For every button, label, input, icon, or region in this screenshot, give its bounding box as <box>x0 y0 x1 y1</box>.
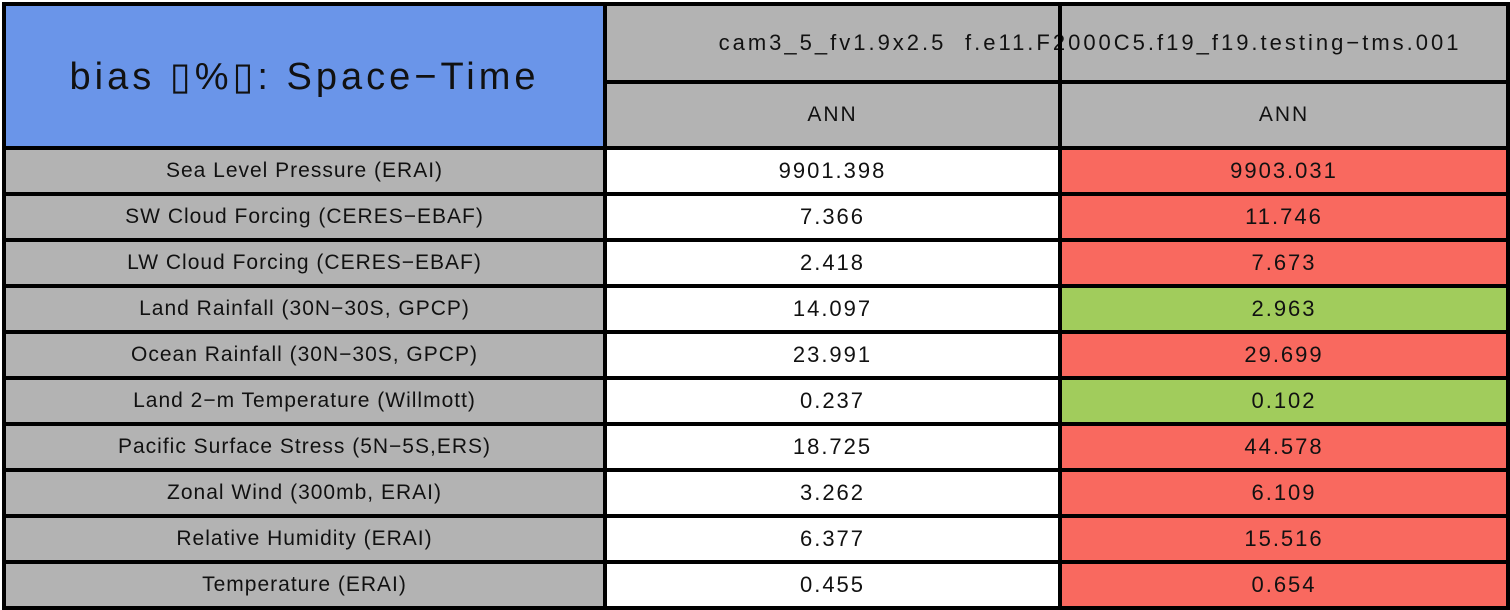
table-row: Relative Humidity (ERAI) 6.377 15.516 <box>4 516 1508 562</box>
table-row: Land Rainfall (30N−30S, GPCP) 14.097 2.9… <box>4 286 1508 332</box>
model-header-control: cam3_5_fv1.9x2.5 <box>605 4 1060 82</box>
row-label: Sea Level Pressure (ERAI) <box>4 148 605 194</box>
value-cell-control: 14.097 <box>605 286 1060 332</box>
model-header-row: bias ▯%▯: Space−Time cam3_5_fv1.9x2.5 f.… <box>4 4 1508 148</box>
value-cell-test: 29.699 <box>1060 332 1508 378</box>
table-row: SW Cloud Forcing (CERES−EBAF) 7.366 11.7… <box>4 194 1508 240</box>
table-row: Land 2−m Temperature (Willmott) 0.237 0.… <box>4 378 1508 424</box>
value-cell-test: 9903.031 <box>1060 148 1508 194</box>
value-cell-test: 0.654 <box>1060 562 1508 608</box>
value-cell-control: 6.377 <box>605 516 1060 562</box>
value-cell-control: 18.725 <box>605 424 1060 470</box>
table-row: Zonal Wind (300mb, ERAI) 3.262 6.109 <box>4 470 1508 516</box>
season-header-test: ANN <box>1060 82 1508 148</box>
row-label: Land 2−m Temperature (Willmott) <box>4 378 605 424</box>
table-body: Sea Level Pressure (ERAI) 9901.398 9903.… <box>4 148 1508 608</box>
value-cell-control: 7.366 <box>605 194 1060 240</box>
model-name-control: cam3_5_fv1.9x2.5 <box>718 30 947 55</box>
value-cell-test: 44.578 <box>1060 424 1508 470</box>
table-title-text: bias ▯%▯: Space−Time <box>69 55 540 98</box>
row-label: LW Cloud Forcing (CERES−EBAF) <box>4 240 605 286</box>
value-cell-control: 3.262 <box>605 470 1060 516</box>
column-divider <box>1058 4 1062 82</box>
row-label: Zonal Wind (300mb, ERAI) <box>4 470 605 516</box>
model-name-test: f.e11.F2000C5.f19_f19.testing−tms.001 <box>965 30 1462 55</box>
value-cell-control: 9901.398 <box>605 148 1060 194</box>
table-title: bias ▯%▯: Space−Time <box>4 4 605 148</box>
value-cell-test: 0.102 <box>1060 378 1508 424</box>
value-cell-control: 0.455 <box>605 562 1060 608</box>
table-row: Sea Level Pressure (ERAI) 9901.398 9903.… <box>4 148 1508 194</box>
value-cell-control: 2.418 <box>605 240 1060 286</box>
row-label: Temperature (ERAI) <box>4 562 605 608</box>
value-cell-control: 0.237 <box>605 378 1060 424</box>
row-label: Land Rainfall (30N−30S, GPCP) <box>4 286 605 332</box>
table-row: Pacific Surface Stress (5N−5S,ERS) 18.72… <box>4 424 1508 470</box>
value-cell-test: 7.673 <box>1060 240 1508 286</box>
row-label: Relative Humidity (ERAI) <box>4 516 605 562</box>
model-header-test: f.e11.F2000C5.f19_f19.testing−tms.001 <box>965 4 1508 82</box>
table-row: LW Cloud Forcing (CERES−EBAF) 2.418 7.67… <box>4 240 1508 286</box>
table-row: Temperature (ERAI) 0.455 0.654 <box>4 562 1508 608</box>
row-label: SW Cloud Forcing (CERES−EBAF) <box>4 194 605 240</box>
value-cell-test: 6.109 <box>1060 470 1508 516</box>
value-cell-test: 15.516 <box>1060 516 1508 562</box>
season-header-control: ANN <box>605 82 1060 148</box>
table-row: Ocean Rainfall (30N−30S, GPCP) 23.991 29… <box>4 332 1508 378</box>
value-cell-test: 11.746 <box>1060 194 1508 240</box>
value-cell-test: 2.963 <box>1060 286 1508 332</box>
row-label: Pacific Surface Stress (5N−5S,ERS) <box>4 424 605 470</box>
row-label: Ocean Rainfall (30N−30S, GPCP) <box>4 332 605 378</box>
season-header-row: ANN ANN <box>4 82 1508 148</box>
value-cell-control: 23.991 <box>605 332 1060 378</box>
